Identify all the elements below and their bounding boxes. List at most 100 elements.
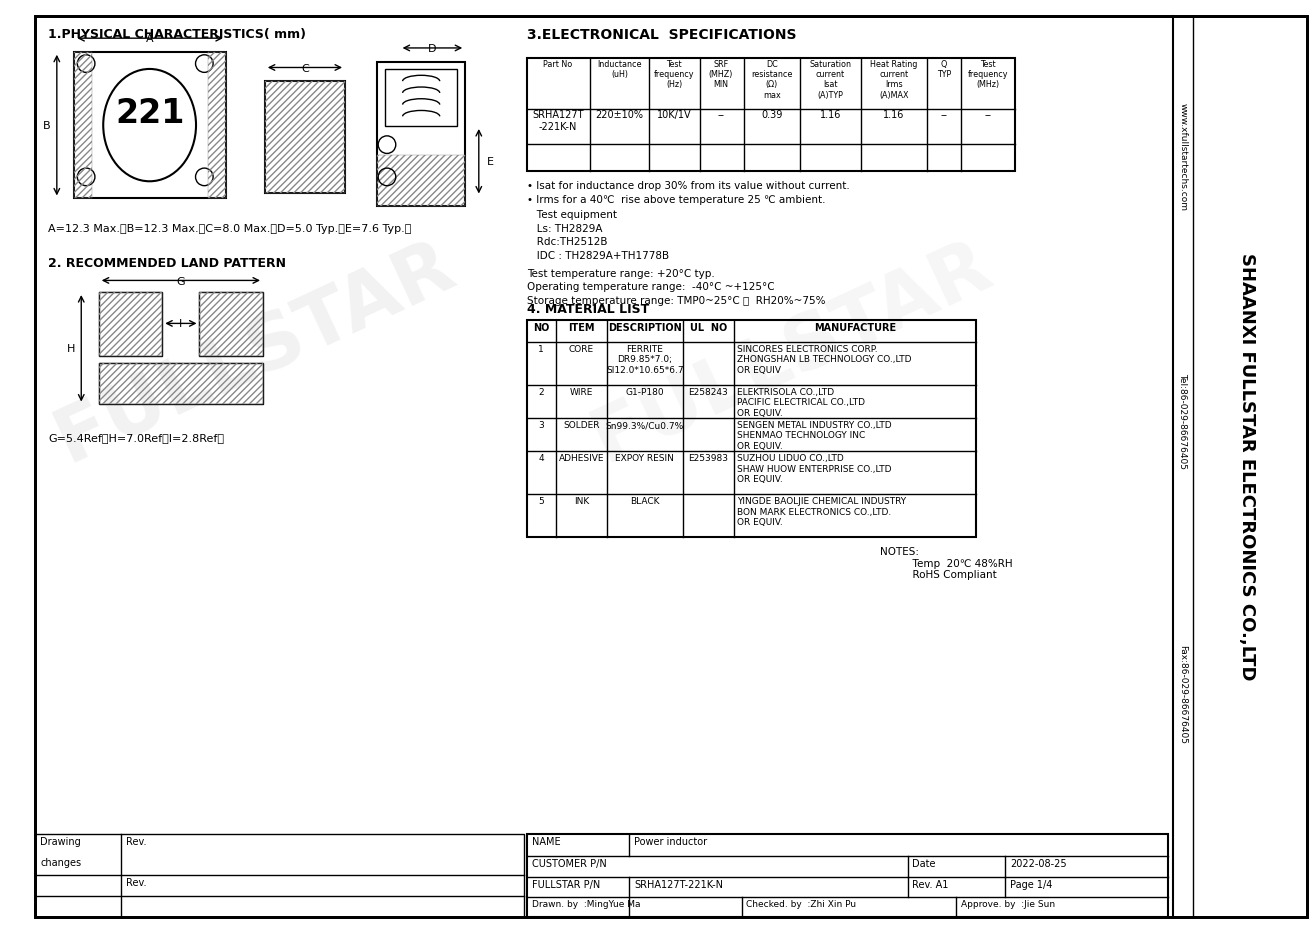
Text: ITEM: ITEM [568,324,594,333]
Bar [265,81,345,193]
Bar [199,292,262,355]
Text: MANUFACTURE: MANUFACTURE [813,324,896,333]
Bar [75,52,226,199]
Text: Heat Rating
current
Irms
(A)MAX: Heat Rating current Irms (A)MAX [870,60,917,100]
Text: 10K/1V: 10K/1V [657,110,691,120]
Text: UL  NO: UL NO [690,324,727,333]
Text: --: -- [941,110,947,120]
Text: Rdc:TH2512B: Rdc:TH2512B [526,237,607,247]
Text: NAME: NAME [531,837,560,847]
Text: ADHESIVE: ADHESIVE [559,454,604,464]
Text: Q
TYP: Q TYP [937,60,951,79]
Text: Checked. by  :Zhi Xin Pu: Checked. by :Zhi Xin Pu [747,899,857,909]
Text: WIRE: WIRE [569,388,593,397]
Text: Approve. by  :Jie Sun: Approve. by :Jie Sun [962,899,1055,909]
Text: 4. MATERIAL LIST: 4. MATERIAL LIST [526,303,649,316]
Text: E258243: E258243 [689,388,728,397]
Text: G=5.4Ref；H=7.0Ref；I=2.8Ref；: G=5.4Ref；H=7.0Ref；I=2.8Ref； [49,433,224,443]
Text: 4: 4 [538,454,544,464]
Text: Operating temperature range:  -40°C ~+125°C: Operating temperature range: -40°C ~+125… [526,283,774,292]
Text: NOTES:
          Temp  20℃ 48%RH
          RoHS Compliant: NOTES: Temp 20℃ 48%RH RoHS Compliant [880,547,1013,580]
Bar [98,292,163,355]
Text: 1: 1 [538,345,544,354]
Bar [98,364,262,405]
Text: Test
frequency
(MHz): Test frequency (MHz) [967,60,1008,90]
Bar [209,52,226,199]
Text: Rev.: Rev. [126,878,147,888]
Text: 0.39: 0.39 [761,110,782,120]
Text: 221: 221 [115,97,184,130]
Text: SOLDER: SOLDER [563,421,600,430]
Text: G1-P180: G1-P180 [626,388,664,397]
Text: G: G [177,276,185,286]
Text: Storage temperature range: TMP0~25°C 。  RH20%~75%: Storage temperature range: TMP0~25°C 。 R… [526,296,825,306]
Text: EXPOY RESIN: EXPOY RESIN [615,454,674,464]
Text: B: B [43,121,51,132]
Text: 2. RECOMMENDED LAND PATTERN: 2. RECOMMENDED LAND PATTERN [49,257,286,270]
Text: 5: 5 [538,497,544,507]
Text: A: A [146,35,154,44]
Text: Inductance
(uH): Inductance (uH) [597,60,642,79]
Text: Test temperature range: +20°C typ.: Test temperature range: +20°C typ. [526,269,715,279]
Bar [98,364,262,405]
Text: FULLSTAR: FULLSTAR [45,229,466,478]
Text: NO: NO [533,324,550,333]
Text: Ls: TH2829A: Ls: TH2829A [526,224,602,234]
Bar [526,834,1169,917]
Text: 2022-08-25: 2022-08-25 [1010,858,1067,869]
Text: H: H [67,344,76,354]
Text: SHAANXI FULLSTAR ELECTRONICS CO.,LTD: SHAANXI FULLSTAR ELECTRONICS CO.,LTD [1237,253,1256,681]
Text: 1.PHYSICAL CHARACTERISTICS( mm): 1.PHYSICAL CHARACTERISTICS( mm) [49,28,306,41]
Bar [526,58,1015,171]
Bar [199,292,262,355]
Text: 3.ELECTRONICAL  SPECIFICATIONS: 3.ELECTRONICAL SPECIFICATIONS [526,28,796,42]
Text: Test
frequency
(Hz): Test frequency (Hz) [653,60,694,90]
Bar [75,52,92,199]
Text: BLACK: BLACK [630,497,660,507]
Text: Saturation
current
Isat
(A)TYP: Saturation current Isat (A)TYP [810,60,851,100]
Text: Drawing: Drawing [41,837,81,847]
Text: 1.16: 1.16 [883,110,904,120]
Text: 220±10%: 220±10% [596,110,643,120]
Text: 2: 2 [538,388,544,397]
Text: SRF
(MHZ)
MIN: SRF (MHZ) MIN [708,60,733,90]
Text: Test equipment: Test equipment [526,210,617,220]
Text: Power inductor: Power inductor [634,837,707,847]
Text: INK: INK [573,497,589,507]
Text: IDC : TH2829A+TH1778B: IDC : TH2829A+TH1778B [526,251,669,261]
Text: SRHA127T
-221K-N: SRHA127T -221K-N [533,110,584,132]
Text: Sn99.3%/Cu0.7%: Sn99.3%/Cu0.7% [606,421,684,430]
Text: Tel:86-029-86676405: Tel:86-029-86676405 [1178,373,1187,469]
Text: --: -- [984,110,991,120]
Bar [35,834,523,917]
Text: YINGDE BAOLJIE CHEMICAL INDUSTRY
BON MARK ELECTRONICS CO.,LTD.
OR EQUIV.: YINGDE BAOLJIE CHEMICAL INDUSTRY BON MAR… [736,497,905,527]
Text: SINCORES ELECTRONICS CORP.
ZHONGSHAN LB TECHNOLOGY CO.,LTD
OR EQUIV: SINCORES ELECTRONICS CORP. ZHONGSHAN LB … [736,345,911,375]
Text: Fax:86-029-86676405: Fax:86-029-86676405 [1178,645,1187,745]
Text: CUSTOMER P/N: CUSTOMER P/N [531,858,606,869]
Text: Drawn. by  :MingYue Ma: Drawn. by :MingYue Ma [531,899,640,909]
Text: I: I [180,319,182,329]
Text: Rev. A1: Rev. A1 [912,880,949,890]
Text: SENGEN METAL INDUSTRY CO.,LTD
SHENMAO TECHNOLOGY INC
OR EQUIV.: SENGEN METAL INDUSTRY CO.,LTD SHENMAO TE… [736,421,891,451]
Text: www.xfullstartechs.com: www.xfullstartechs.com [1178,104,1187,212]
Text: DESCRIPTION: DESCRIPTION [607,324,682,333]
Text: 1.16: 1.16 [820,110,841,120]
Text: A=12.3 Max.；B=12.3 Max.；C=8.0 Max.；D=5.0 Typ.；E=7.6 Typ.；: A=12.3 Max.；B=12.3 Max.；C=8.0 Max.；D=5.0… [49,224,412,234]
Text: Date: Date [912,858,935,869]
Text: • Irms for a 40℃  rise above temperature 25 ℃ ambient.: • Irms for a 40℃ rise above temperature … [526,195,825,205]
Text: • Isat for inductance drop 30% from its value without current.: • Isat for inductance drop 30% from its … [526,181,849,190]
Text: FERRITE
DR9.85*7.0;
SI12.0*10.65*6.7: FERRITE DR9.85*7.0; SI12.0*10.65*6.7 [606,345,684,375]
Text: D: D [428,44,436,54]
Bar [378,62,466,206]
Text: changes: changes [41,857,81,868]
Text: Part No: Part No [543,60,572,69]
Text: Page 1/4: Page 1/4 [1010,880,1052,890]
Text: E: E [487,158,493,167]
Bar [526,320,976,537]
Text: C: C [300,63,308,74]
Text: --: -- [718,110,724,120]
Text: CORE: CORE [569,345,594,354]
Text: DC
resistance
(Ω)
max: DC resistance (Ω) max [752,60,792,100]
Text: SRHA127T-221K-N: SRHA127T-221K-N [634,880,723,890]
Text: 3: 3 [538,421,544,430]
